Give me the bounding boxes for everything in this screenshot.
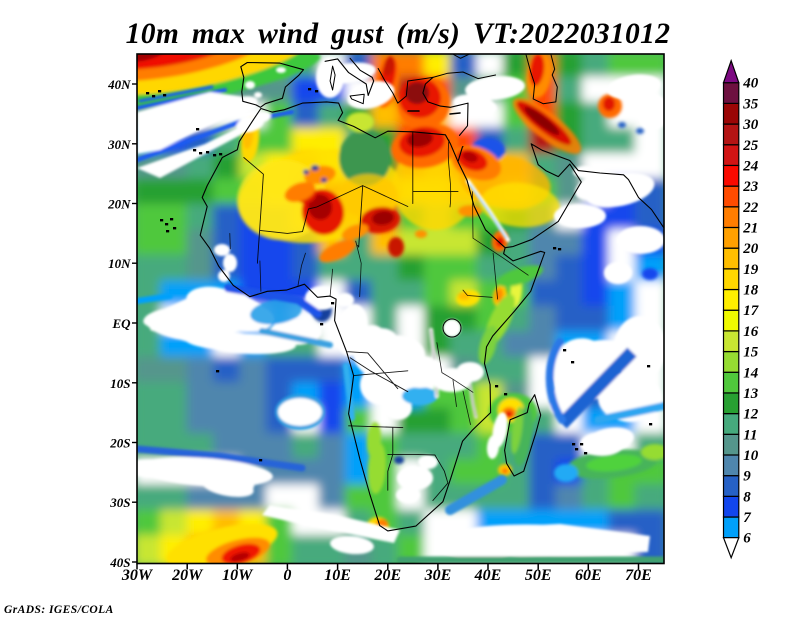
svg-text:21: 21: [742, 220, 758, 236]
svg-text:30: 30: [742, 117, 759, 133]
svg-text:20N: 20N: [107, 197, 131, 212]
svg-text:10E: 10E: [324, 567, 351, 584]
svg-text:70E: 70E: [625, 567, 652, 584]
svg-text:10m max wind gust (m/s) VT:202: 10m max wind gust (m/s) VT:2022031012: [126, 18, 671, 50]
svg-text:EQ: EQ: [111, 316, 131, 331]
svg-text:GrADS: IGES/COLA: GrADS: IGES/COLA: [4, 604, 114, 616]
svg-text:8: 8: [743, 489, 751, 505]
svg-text:9: 9: [743, 469, 751, 485]
svg-text:13: 13: [743, 386, 759, 402]
svg-text:19: 19: [743, 262, 759, 278]
svg-text:60E: 60E: [575, 567, 602, 584]
svg-text:11: 11: [743, 427, 757, 443]
svg-text:7: 7: [743, 510, 751, 526]
svg-text:24: 24: [742, 158, 759, 174]
svg-text:40S: 40S: [109, 555, 130, 570]
svg-text:40: 40: [742, 76, 759, 92]
svg-text:30N: 30N: [107, 137, 131, 152]
svg-text:20W: 20W: [171, 567, 204, 584]
svg-text:18: 18: [743, 283, 759, 299]
svg-text:50E: 50E: [525, 567, 552, 584]
svg-text:22: 22: [742, 200, 759, 216]
svg-text:40E: 40E: [474, 567, 502, 584]
svg-text:23: 23: [742, 179, 759, 195]
svg-text:16: 16: [743, 324, 759, 340]
svg-text:25: 25: [742, 138, 759, 154]
svg-text:20S: 20S: [109, 436, 130, 451]
svg-text:35: 35: [742, 96, 759, 112]
svg-text:12: 12: [743, 407, 759, 423]
svg-text:30W: 30W: [121, 567, 154, 584]
svg-text:30E: 30E: [424, 567, 452, 584]
svg-text:10W: 10W: [222, 567, 254, 584]
svg-text:40N: 40N: [107, 77, 131, 92]
svg-text:14: 14: [743, 365, 759, 381]
svg-text:10N: 10N: [108, 256, 131, 271]
svg-text:17: 17: [743, 303, 759, 319]
svg-text:10: 10: [743, 448, 759, 464]
svg-text:30S: 30S: [109, 495, 130, 510]
svg-text:0: 0: [283, 567, 291, 584]
svg-text:6: 6: [743, 531, 751, 547]
svg-text:20: 20: [742, 241, 759, 257]
svg-text:20E: 20E: [373, 567, 401, 584]
svg-text:10S: 10S: [110, 376, 130, 391]
svg-text:15: 15: [743, 345, 759, 361]
